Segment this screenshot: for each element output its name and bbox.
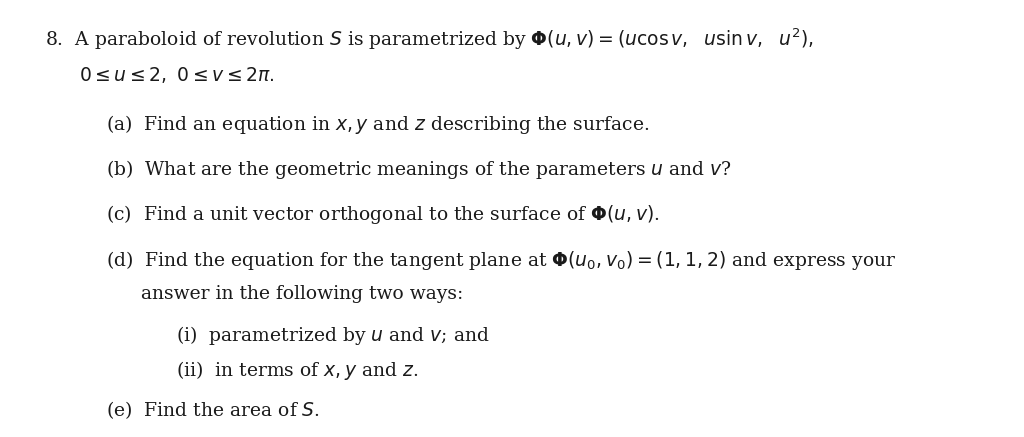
- Text: answer in the following two ways:: answer in the following two ways:: [141, 285, 463, 303]
- Text: (i)  parametrized by $u$ and $v$; and: (i) parametrized by $u$ and $v$; and: [176, 324, 489, 347]
- Text: (d)  Find the equation for the tangent plane at $\mathbf{\Phi}(u_0, v_0) = (1, 1: (d) Find the equation for the tangent pl…: [105, 249, 896, 272]
- Text: (c)  Find a unit vector orthogonal to the surface of $\mathbf{\Phi}(u, v)$.: (c) Find a unit vector orthogonal to the…: [105, 203, 659, 226]
- Text: (a)  Find an equation in $x, y$ and $z$ describing the surface.: (a) Find an equation in $x, y$ and $z$ d…: [105, 113, 649, 136]
- Text: (ii)  in terms of $x, y$ and $z$.: (ii) in terms of $x, y$ and $z$.: [176, 359, 419, 382]
- Text: (e)  Find the area of $S$.: (e) Find the area of $S$.: [105, 399, 319, 421]
- Text: 8.  A paraboloid of revolution $S$ is parametrized by $\mathbf{\Phi}(u, v) = (u\: 8. A paraboloid of revolution $S$ is par…: [45, 27, 813, 52]
- Text: $0 \leq u \leq 2,\ 0 \leq v \leq 2\pi.$: $0 \leq u \leq 2,\ 0 \leq v \leq 2\pi.$: [80, 66, 275, 85]
- Text: (b)  What are the geometric meanings of the parameters $u$ and $v$?: (b) What are the geometric meanings of t…: [105, 158, 731, 181]
